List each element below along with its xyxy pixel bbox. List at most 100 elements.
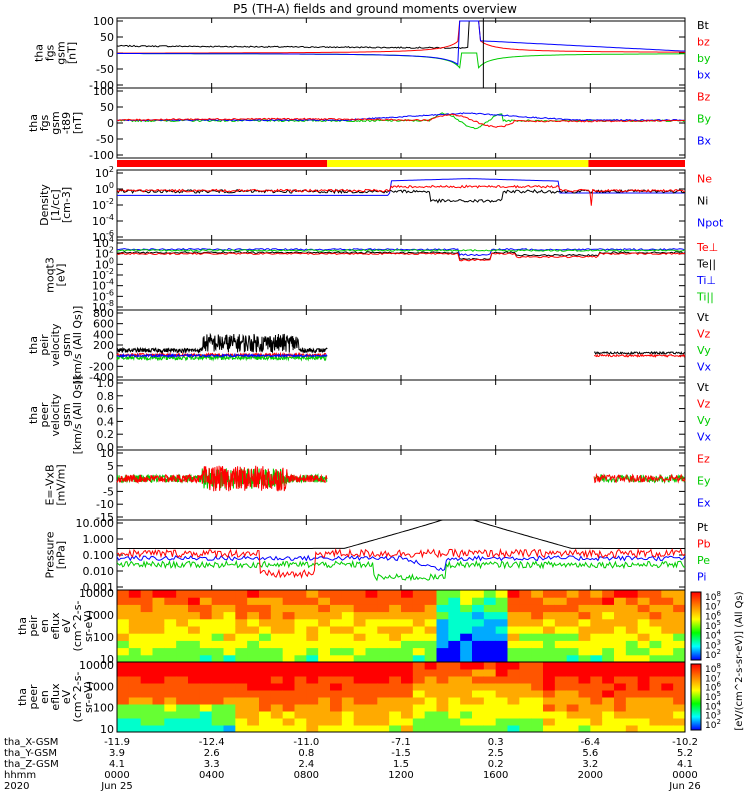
spectrogram-cell: [270, 640, 284, 649]
spectrogram-cell: [614, 618, 627, 627]
spectrogram-cell: [483, 597, 497, 605]
spectrogram-cell: [128, 611, 142, 620]
spectrogram-cell: [625, 611, 639, 620]
y-tick-label: 100: [93, 15, 114, 28]
spectrogram-cell: [318, 633, 331, 641]
y-axis-label: thapeervelocitygsm[km/s (All Qs)]: [27, 376, 84, 455]
legend-entry: Te||: [696, 257, 716, 270]
spectrogram-cell: [176, 662, 189, 670]
spectrogram-cell: [199, 590, 213, 598]
spectrogram-cell: [566, 640, 579, 649]
spectrogram-cell: [448, 683, 461, 691]
y-tick-label: 1.0: [97, 377, 115, 390]
x-axis-value: 3.9: [109, 748, 125, 759]
spectrogram-cell: [341, 590, 355, 598]
spectrogram-cell: [436, 654, 449, 663]
spectrogram-cell: [673, 718, 686, 726]
series-Pt: [117, 519, 685, 549]
y-axis-label-line: peer: [38, 402, 51, 428]
spectrogram-cell: [282, 676, 295, 684]
spectrogram-cell: [365, 611, 378, 620]
spectrogram-cell: [365, 654, 378, 663]
spectrogram-cell: [578, 676, 591, 684]
spectrogram-cell: [483, 704, 497, 712]
spectrogram-cell: [306, 647, 319, 656]
spectrogram-cell: [176, 590, 189, 598]
spectrogram-cell: [625, 690, 639, 698]
y-tick-label: 0: [107, 47, 114, 60]
spectrogram-cell: [282, 662, 295, 670]
spectrogram-cell: [519, 676, 532, 684]
spectrogram-cell: [495, 690, 508, 698]
y-tick-label: 0.0: [97, 441, 115, 454]
spectrogram-cell: [294, 618, 307, 627]
spectrogram-cell: [211, 690, 224, 698]
spectrogram-cell: [377, 654, 390, 663]
spectrogram-cell: [117, 690, 130, 698]
spectrogram-cell: [590, 711, 603, 719]
spectrogram-cell: [223, 711, 236, 719]
spectrogram-cell: [199, 676, 213, 684]
spectrogram-cell: [519, 662, 532, 670]
y-tick-label: 0.4: [97, 415, 115, 428]
spectrogram-cell: [602, 654, 615, 663]
spectrogram-cell: [625, 669, 639, 677]
spectrogram-cell: [270, 626, 284, 634]
spectrogram-cell: [188, 604, 201, 613]
spectrogram-cell: [412, 683, 426, 691]
spectrogram-cell: [389, 597, 402, 605]
spectrogram-cell: [495, 718, 508, 726]
spectrogram-cell: [578, 640, 591, 649]
spectrogram-cell: [578, 626, 591, 634]
spectrogram-cell: [472, 697, 485, 705]
spectrogram-cell: [424, 718, 437, 726]
spectrogram-cell: [625, 718, 639, 726]
spectrogram-cell: [259, 640, 272, 649]
spectrogram-cell: [330, 597, 343, 605]
spectrogram-cell: [531, 704, 544, 712]
spectrogram-cell: [661, 725, 674, 733]
spectrogram-cell: [495, 704, 508, 712]
spectrogram-cell: [365, 690, 378, 698]
spectrogram-cell: [341, 654, 355, 663]
y-axis-label-line: eflux: [49, 612, 62, 640]
spectrogram-cell: [649, 640, 662, 649]
spectrogram-cell: [460, 683, 473, 691]
spectrogram-cell: [152, 640, 165, 649]
x-axis-value: 0.2: [488, 759, 504, 770]
y-axis-label: Density[1/cc][cm-3]: [38, 184, 73, 226]
spectrogram-cell: [590, 725, 603, 733]
spectrogram-cell: [306, 618, 319, 627]
spectrogram-cell: [282, 647, 295, 656]
spectrogram-cell: [483, 611, 497, 620]
spectrogram-cell: [318, 618, 331, 627]
spectrogram-cell: [661, 669, 674, 677]
spectrogram-cell: [117, 654, 130, 663]
spectrogram-cell: [318, 676, 331, 684]
spectrogram-cell: [412, 618, 426, 627]
spectrogram-cell: [673, 690, 686, 698]
spectrogram-cell: [412, 604, 426, 613]
spectrogram-cell: [649, 611, 662, 620]
spectrogram-cell: [199, 611, 213, 620]
spectrogram-cell: [223, 683, 236, 691]
spectrogram-cell: [188, 697, 201, 705]
spectrogram-cell: [649, 618, 662, 627]
y-tick-label: -100: [89, 79, 114, 92]
spectrogram-cell: [211, 669, 224, 677]
spectrogram-cell: [436, 697, 449, 705]
plot-title: P5 (TH-A) fields and ground moments over…: [233, 2, 517, 16]
spectrogram-cell: [247, 590, 260, 598]
spectrogram-cell: [649, 711, 662, 719]
series-Pe: [116, 559, 686, 582]
spectrogram-cell: [543, 647, 556, 656]
spectrogram-cell: [140, 618, 153, 627]
y-axis-label-line: [eV]: [55, 264, 68, 287]
spectrogram-cell: [436, 618, 449, 627]
spectrogram-cell: [401, 704, 414, 712]
spectrogram-cell: [673, 662, 686, 670]
spectrogram-cell: [294, 633, 307, 641]
spectrogram-cell: [318, 597, 331, 605]
spectrogram-cell: [282, 590, 295, 598]
